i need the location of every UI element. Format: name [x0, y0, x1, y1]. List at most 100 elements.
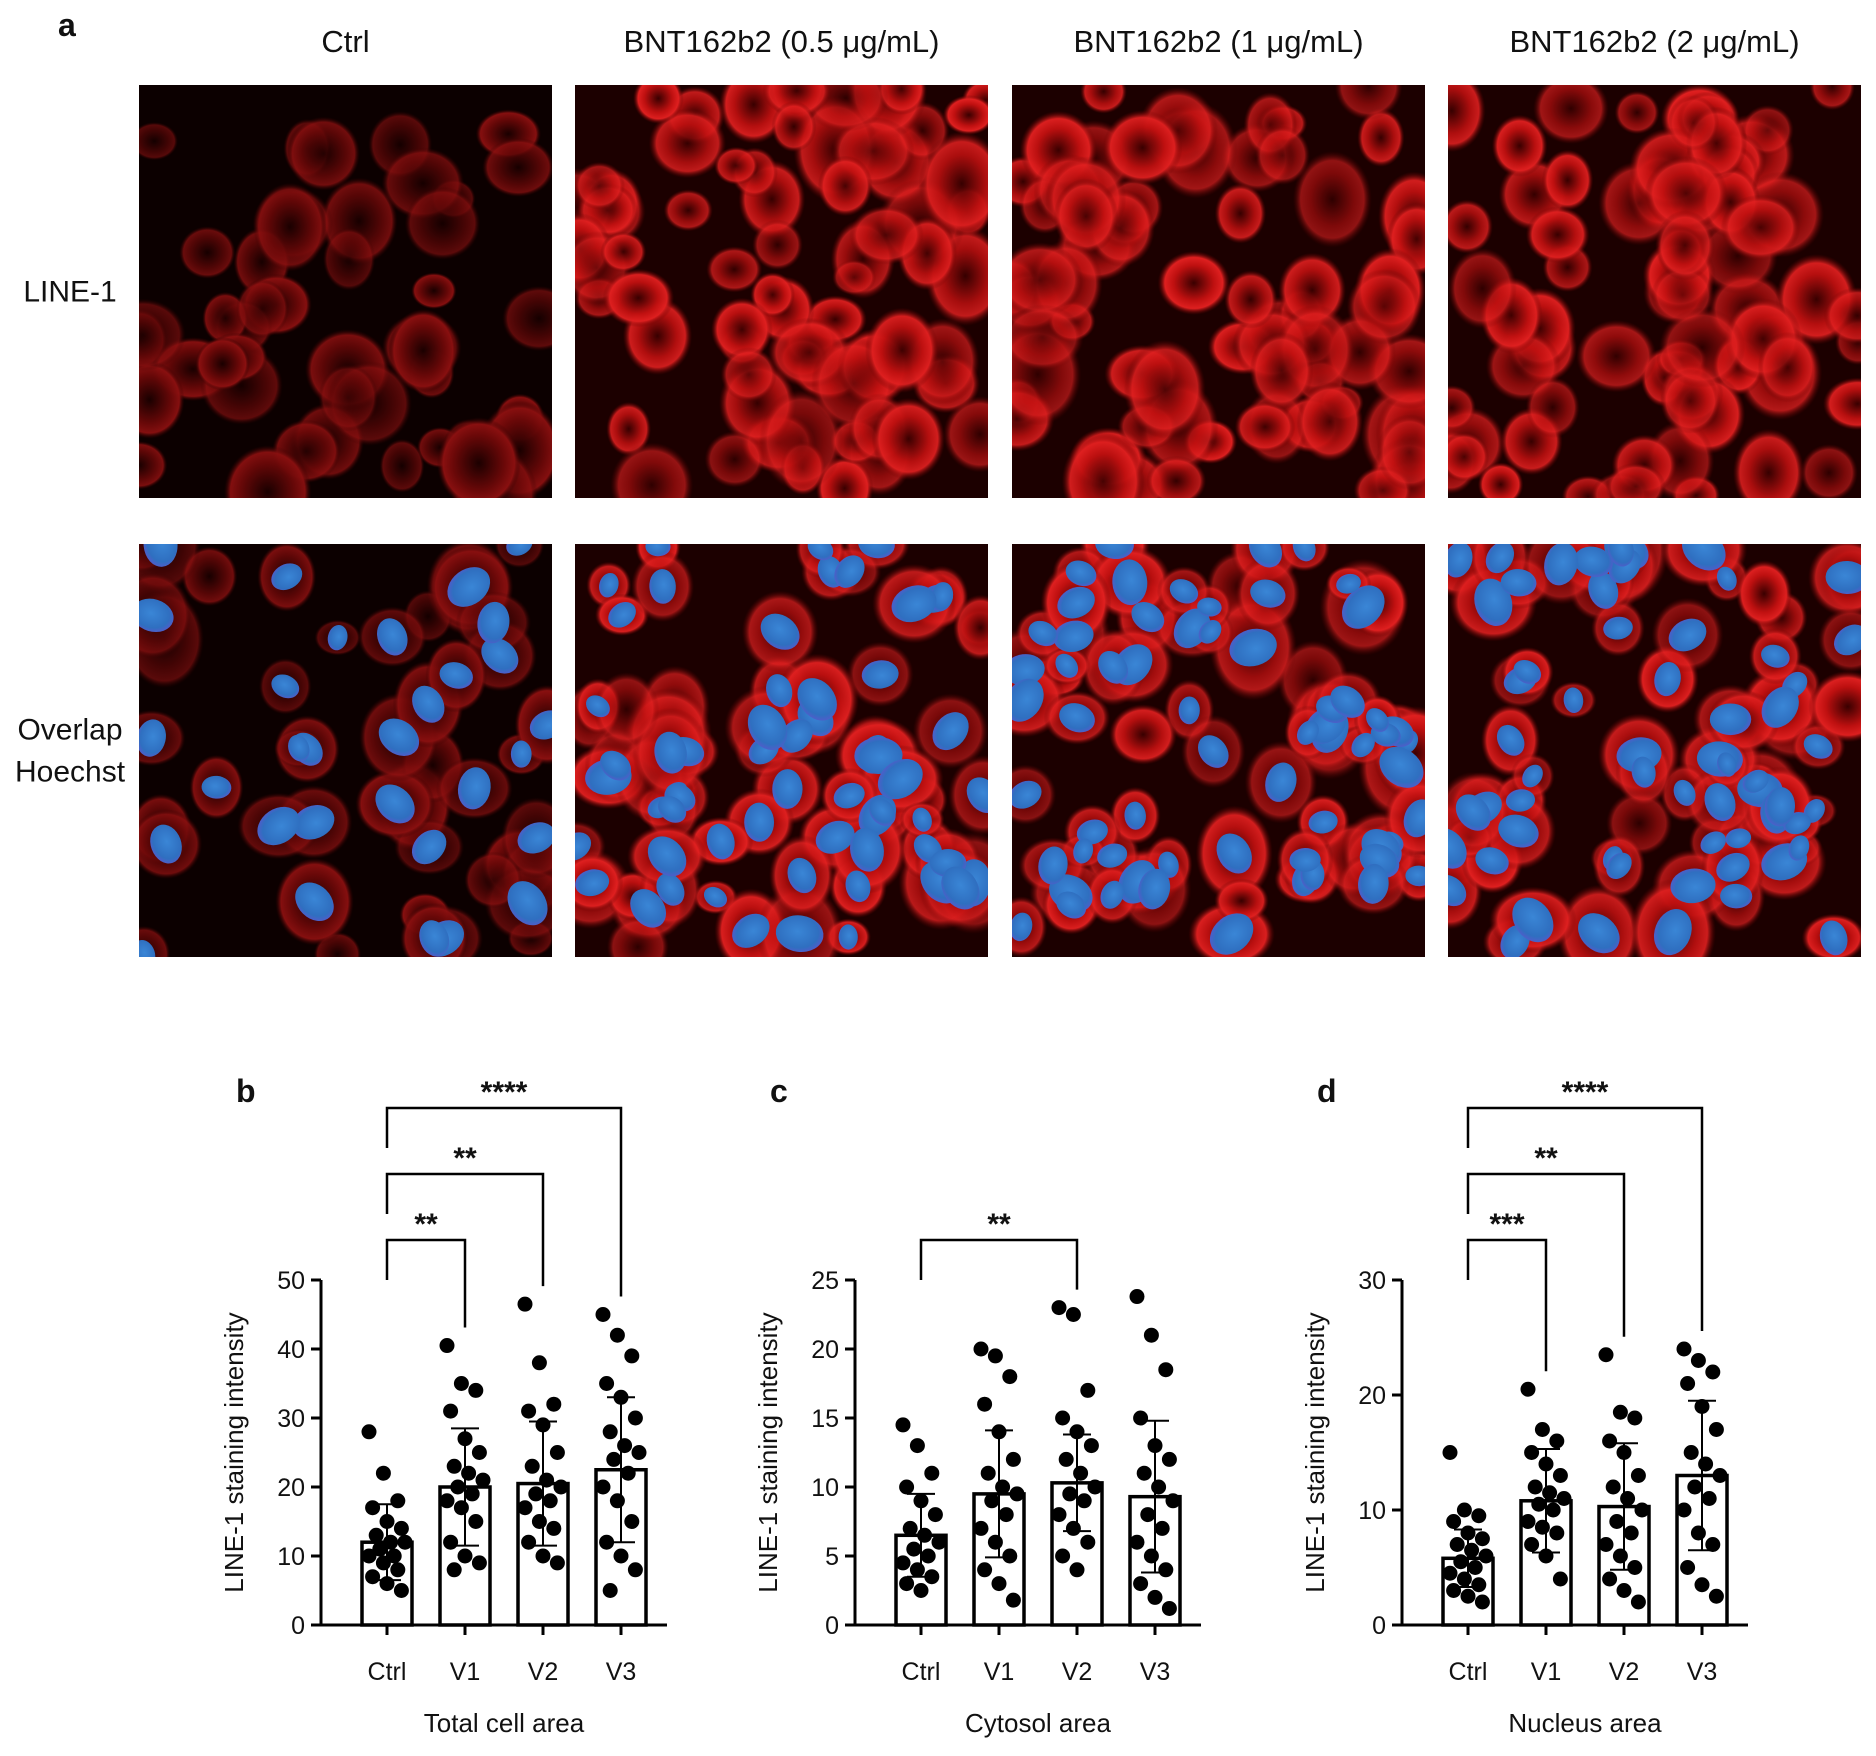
- data-point: [987, 1348, 1003, 1364]
- nucleus: [1308, 810, 1338, 834]
- cell: [1720, 194, 1801, 261]
- data-point: [980, 1465, 996, 1481]
- nucleus: [1292, 544, 1316, 562]
- nucleus: [787, 857, 817, 894]
- cell: [1655, 210, 1715, 281]
- nucleus: [1474, 578, 1513, 627]
- data-point: [613, 1548, 629, 1564]
- micrograph: [575, 85, 988, 498]
- nucleus: [457, 767, 491, 810]
- nucleus: [139, 598, 174, 633]
- x-tick-label: Ctrl: [368, 1658, 407, 1686]
- nucleus: [797, 678, 837, 721]
- data-point: [977, 1562, 993, 1578]
- data-point: [439, 1338, 455, 1354]
- cell: [663, 189, 713, 232]
- x-tick-label: Ctrl: [1449, 1658, 1488, 1686]
- nucleus: [1498, 814, 1539, 848]
- nucleus: [1073, 838, 1094, 864]
- nucleus: [1112, 559, 1148, 606]
- cell: [1249, 331, 1314, 410]
- data-point: [1129, 1534, 1145, 1550]
- data-point: [991, 1576, 1007, 1592]
- nucleus: [858, 544, 895, 559]
- data-point: [1676, 1502, 1692, 1518]
- cell: [1448, 385, 1477, 431]
- nucleus: [877, 758, 923, 800]
- nucleus: [849, 827, 884, 872]
- nucleus: [1834, 624, 1861, 656]
- nucleus: [760, 613, 800, 650]
- data-point: [987, 1534, 1003, 1550]
- cell: [817, 155, 873, 217]
- nucleus: [1053, 620, 1094, 653]
- data-point: [379, 1576, 395, 1592]
- cell: [1334, 85, 1403, 121]
- data-point: [1133, 1410, 1149, 1426]
- nucleus: [599, 572, 619, 598]
- data-point: [899, 1576, 915, 1592]
- cell: [1667, 95, 1720, 151]
- cell: [1448, 432, 1490, 482]
- nucleus: [1631, 756, 1656, 788]
- significance-label: ***: [1489, 1208, 1524, 1241]
- data-point: [1520, 1514, 1536, 1529]
- micrograph: [1448, 544, 1861, 957]
- cell: [388, 309, 459, 393]
- nucleus: [645, 544, 671, 557]
- cell: [1448, 247, 1517, 329]
- y-tick-label: 10: [1358, 1497, 1386, 1525]
- data-point: [386, 1548, 402, 1564]
- nucleus: [1522, 764, 1543, 788]
- significance-bracket: [1466, 1106, 1704, 1331]
- cell: [752, 219, 803, 271]
- nucleus: [506, 544, 533, 556]
- nucleus: [838, 924, 858, 950]
- nucleus: [1764, 786, 1796, 827]
- data-point: [1158, 1362, 1174, 1378]
- data-point: [1140, 1507, 1156, 1523]
- nucleus: [1178, 696, 1200, 725]
- cell: [1732, 428, 1805, 498]
- panel-label: a: [58, 7, 76, 43]
- x-tick-label: V2: [1609, 1658, 1640, 1686]
- nucleus: [1825, 561, 1861, 595]
- data-point: [468, 1514, 484, 1529]
- nucleus: [510, 740, 532, 768]
- data-point: [1002, 1369, 1018, 1385]
- y-tick-label: 0: [825, 1612, 839, 1640]
- data-point: [1474, 1531, 1490, 1547]
- data-point: [1058, 1451, 1074, 1467]
- data-point: [1687, 1479, 1703, 1495]
- nucleus: [150, 824, 182, 864]
- nucleus: [1250, 579, 1286, 608]
- nucleus: [411, 829, 447, 865]
- cell: [610, 442, 694, 498]
- data-point: [1676, 1341, 1692, 1357]
- nucleus: [1761, 644, 1790, 668]
- cell: [632, 85, 684, 124]
- cell: [1614, 90, 1660, 135]
- cell: [379, 438, 425, 493]
- significance-bracket: [385, 1238, 467, 1328]
- micrograph: [1012, 85, 1425, 498]
- y-tick-label: 0: [291, 1612, 305, 1640]
- data-point: [1694, 1577, 1710, 1593]
- cell: [139, 360, 185, 439]
- data-point: [1542, 1485, 1558, 1501]
- data-point: [1694, 1399, 1710, 1414]
- nucleus: [647, 836, 687, 877]
- data-point: [1630, 1594, 1646, 1610]
- data-point: [531, 1514, 547, 1529]
- nucleus: [1448, 874, 1467, 907]
- nucleus: [1673, 779, 1696, 806]
- nucleus: [1725, 828, 1752, 849]
- data-point: [1456, 1571, 1472, 1587]
- data-point: [1051, 1300, 1067, 1316]
- column-title: BNT162b2 (1 μg/mL): [1073, 24, 1363, 59]
- data-point: [471, 1555, 487, 1571]
- nucleus: [517, 822, 552, 854]
- nucleus: [657, 795, 687, 823]
- data-point: [995, 1479, 1011, 1495]
- x-axis-label: Nucleus area: [1508, 1708, 1662, 1738]
